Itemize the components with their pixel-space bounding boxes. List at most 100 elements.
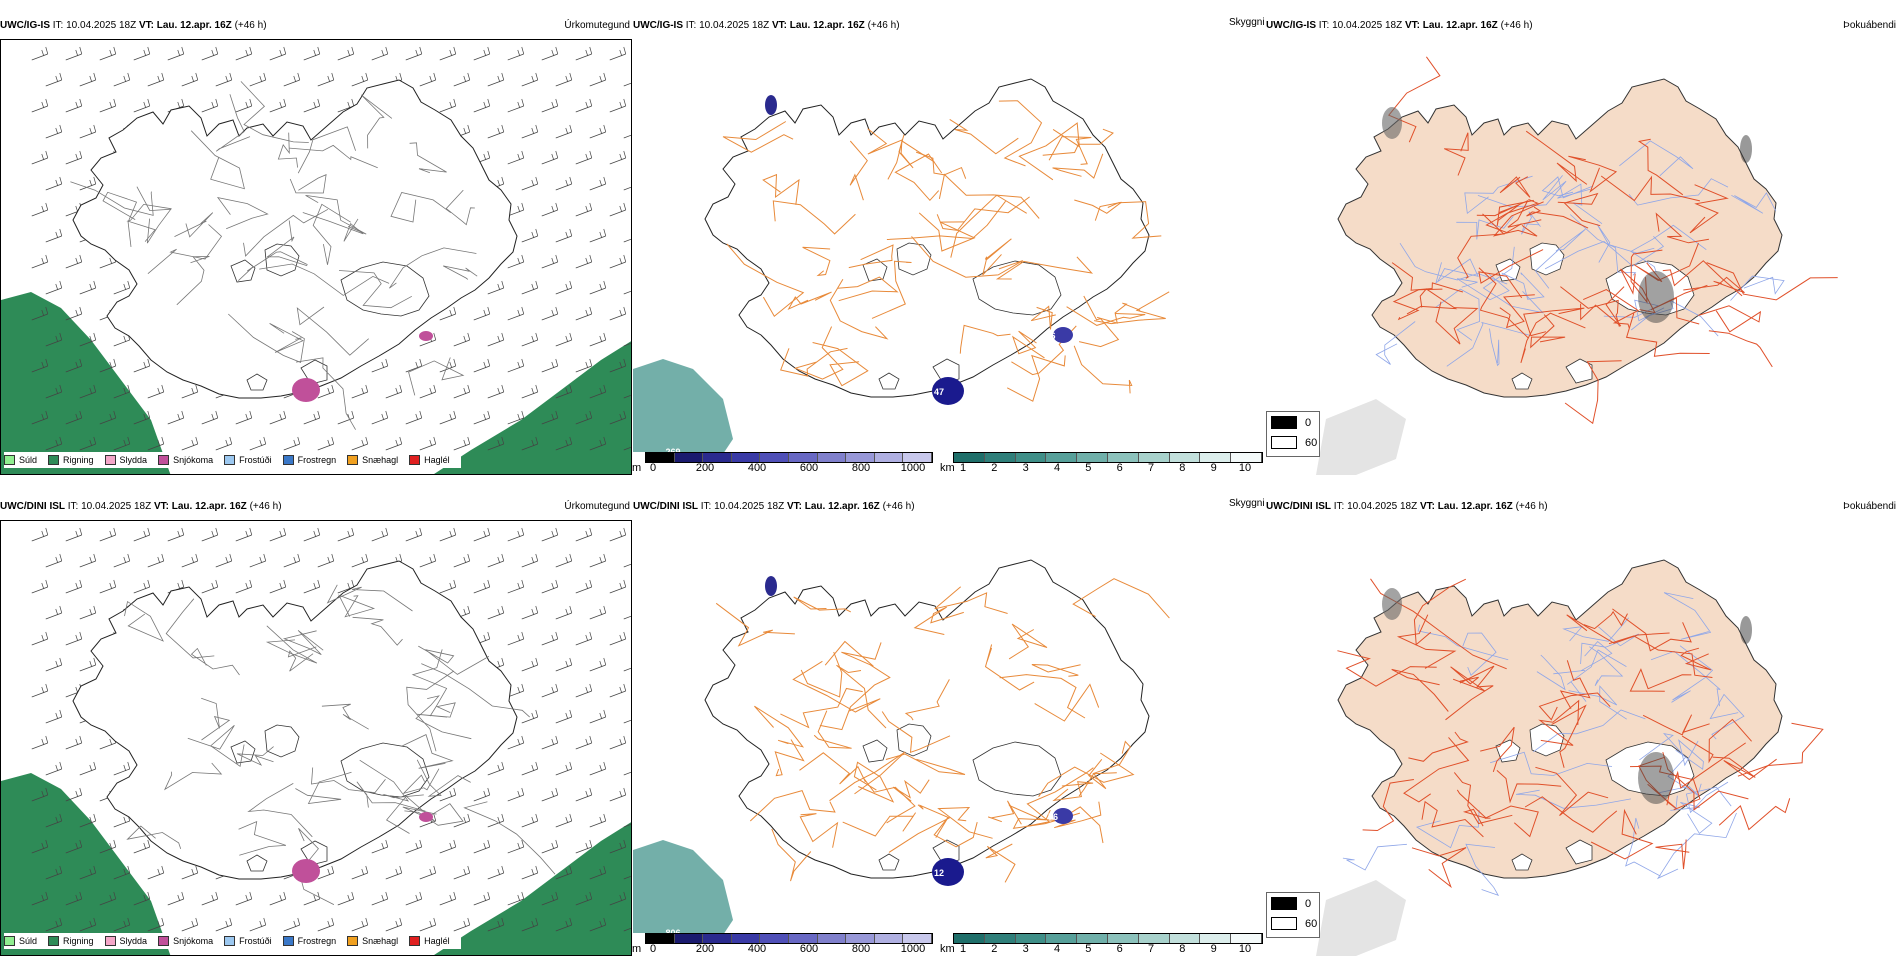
wind-barb	[541, 46, 559, 61]
wind-barb	[575, 358, 593, 373]
wind-barb	[609, 527, 627, 542]
road-line	[1568, 685, 1627, 720]
wind-barb	[521, 553, 539, 568]
wind-barb	[555, 124, 573, 139]
colorbar-tick: 2	[991, 462, 998, 474]
road-line	[934, 586, 1008, 614]
model-name: UWC/IG-IS	[633, 20, 683, 31]
wind-barb	[31, 150, 49, 165]
legend-swatch	[4, 455, 15, 465]
wind-barb	[269, 410, 287, 425]
road-line	[799, 752, 866, 785]
road-line	[238, 820, 287, 856]
wind-barb	[623, 238, 631, 243]
init-time: 10.04.2025 18Z	[699, 20, 770, 31]
road-line	[762, 173, 800, 205]
wind-barb	[201, 891, 219, 906]
road-line	[1709, 693, 1745, 740]
glacier-outline	[972, 260, 1062, 316]
road-line	[799, 813, 839, 848]
road-line	[886, 200, 1006, 240]
wind-barb	[555, 917, 573, 932]
glacier-outline	[1511, 853, 1533, 871]
wind-barb	[249, 917, 267, 932]
road-line	[1501, 272, 1545, 300]
road-line	[842, 812, 917, 837]
wind-barb	[351, 917, 369, 932]
colorbar-swatch	[703, 453, 732, 462]
wind-barb	[79, 605, 97, 620]
wind-barb	[589, 813, 607, 828]
fog-legend-label: 0	[1305, 897, 1312, 910]
wind-barb	[65, 358, 83, 373]
colorbar-unit: km	[940, 943, 955, 955]
road-line	[1689, 184, 1729, 234]
road-line	[1031, 664, 1081, 677]
visibility-map: 269344476	[633, 39, 1265, 475]
valid-time: Lau. 12.apr. 16Z	[804, 501, 880, 512]
road-line	[1480, 726, 1515, 773]
road-line	[302, 212, 364, 242]
wind-barb	[575, 631, 593, 646]
road-line	[1456, 273, 1510, 301]
road-line	[1629, 668, 1692, 692]
glacier-outline	[246, 373, 268, 391]
road-line	[1662, 260, 1743, 297]
road-line	[853, 761, 895, 803]
precip-type-legend: Súld Rigning Slydda Snjókoma Frostúði Frostre…	[4, 933, 461, 949]
road-line	[1625, 817, 1661, 877]
wind-barb	[521, 124, 539, 139]
wind-barb	[521, 605, 539, 620]
road-line	[1681, 718, 1752, 764]
road-line	[247, 783, 313, 838]
wind-barb	[439, 787, 457, 802]
road-line	[800, 651, 843, 698]
colorbar-swatch	[1015, 453, 1047, 462]
road-line	[305, 195, 367, 235]
wind-barb	[45, 228, 63, 243]
road-line	[881, 711, 951, 754]
wind-barb	[521, 917, 539, 932]
wind-barb	[575, 735, 593, 750]
wind-barb	[439, 891, 457, 906]
legend-swatch	[158, 455, 170, 465]
colorbar-swatch	[1138, 453, 1170, 462]
colorbar-tick: 400	[747, 943, 767, 955]
road-line	[812, 342, 869, 387]
wind-barb	[45, 813, 63, 828]
wind-barb	[31, 358, 49, 373]
road-line	[277, 132, 298, 168]
road-line	[1683, 276, 1745, 294]
wind-barb	[235, 46, 253, 61]
road-line	[269, 323, 304, 353]
glacier-outline	[896, 242, 932, 276]
wind-barb	[31, 735, 49, 750]
fog-legend-swatch	[1271, 897, 1297, 910]
wind-barb	[317, 384, 335, 399]
road-line	[1072, 578, 1170, 619]
colorbar-tick: 7	[1147, 462, 1155, 474]
road-line	[1415, 809, 1480, 849]
wind-barb	[439, 306, 457, 321]
wind-barb	[555, 761, 573, 776]
road-line	[289, 144, 378, 169]
road-line	[1450, 666, 1486, 692]
road-line	[898, 134, 935, 169]
wind-barb	[507, 202, 525, 217]
road-line	[1078, 758, 1107, 797]
wind-barb	[351, 865, 369, 880]
road-line	[998, 100, 1043, 167]
wind-barb	[167, 527, 185, 542]
road-line	[1534, 228, 1586, 289]
road-line	[1337, 650, 1437, 687]
wind-barb	[609, 202, 627, 217]
legend-label: Slydda	[119, 936, 148, 946]
colorbar-tick: 8	[1179, 462, 1186, 474]
wind-barb	[235, 527, 253, 542]
wind-barb	[473, 410, 491, 425]
wind-barb	[235, 410, 253, 425]
glacier-outline	[246, 854, 268, 872]
lead-time: (+46 h)	[882, 501, 915, 512]
legend-item: Súld	[4, 936, 37, 946]
fog-legend-row: 60	[1271, 436, 1317, 449]
